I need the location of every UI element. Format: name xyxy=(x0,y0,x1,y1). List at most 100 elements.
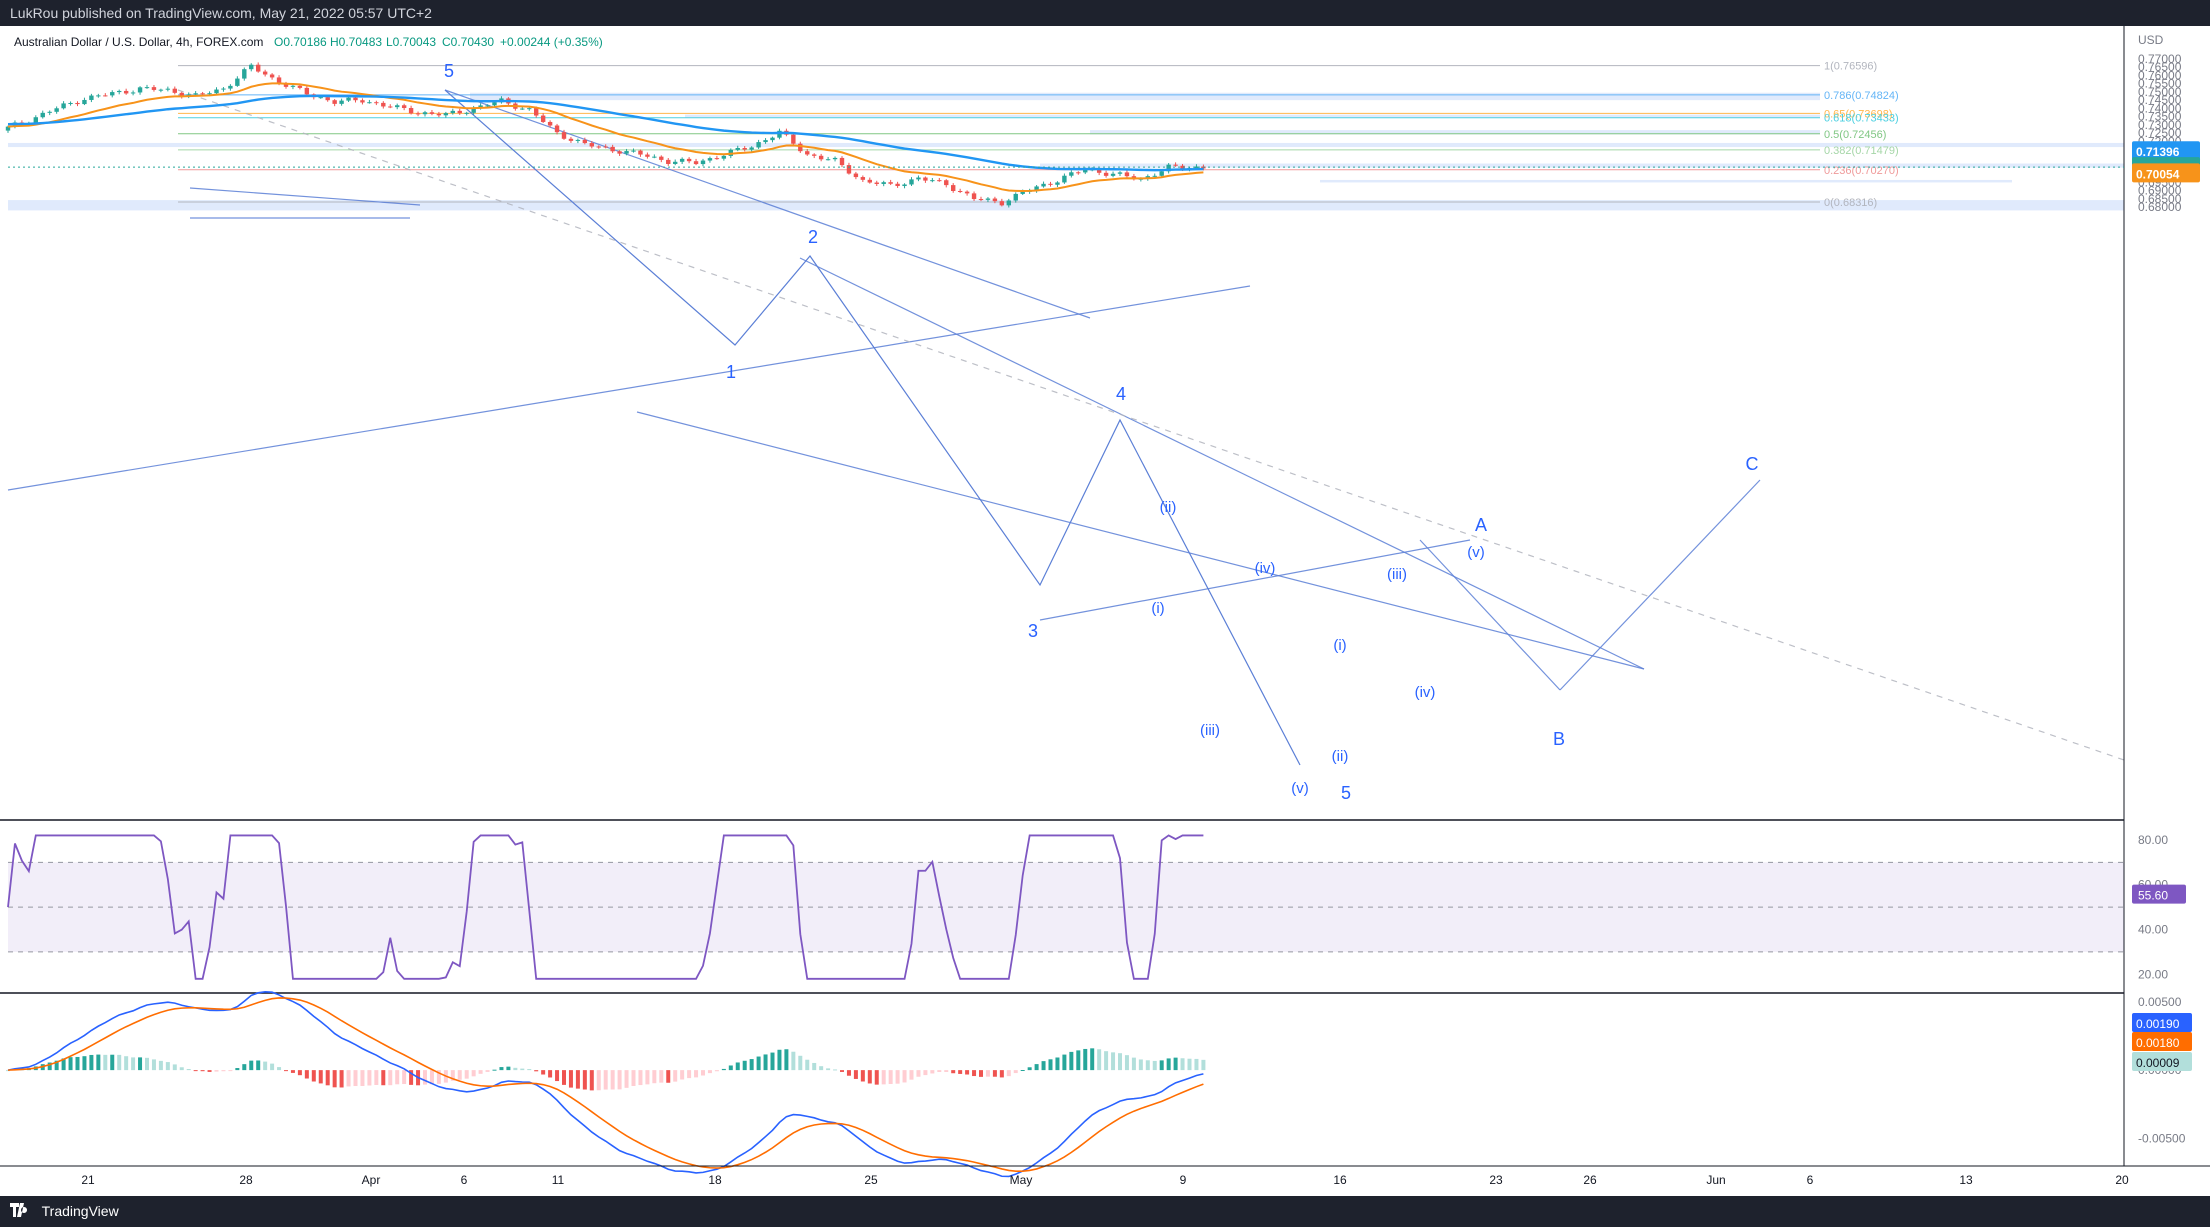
macd-histogram-bar xyxy=(972,1070,977,1077)
macd-histogram-bar xyxy=(82,1056,87,1071)
macd-histogram-bar xyxy=(603,1070,608,1090)
candle-body xyxy=(930,180,935,182)
wave-label: A xyxy=(1475,515,1487,535)
price-tick-label: 0.74000 xyxy=(2138,101,2182,115)
macd-histogram-bar xyxy=(958,1070,963,1074)
macd-histogram-bar xyxy=(1055,1057,1060,1071)
candle-body xyxy=(242,69,247,79)
macd-histogram-bar xyxy=(124,1056,129,1071)
candle-body xyxy=(269,74,275,78)
candle-body xyxy=(249,64,254,70)
macd-histogram-bar xyxy=(249,1060,254,1071)
candle-body xyxy=(1117,172,1123,174)
chart-canvas[interactable]: 1(0.76596)0.786(0.74824)0.65(0.73698)0.6… xyxy=(0,26,2210,1196)
candle-body xyxy=(589,143,594,147)
macd-histogram-bar xyxy=(541,1070,546,1075)
macd-badge-bg xyxy=(2132,1013,2192,1032)
macd-histogram-bar xyxy=(513,1067,518,1071)
candle-body xyxy=(575,139,581,141)
price-scale[interactable]: USD 0.770000.765000.760000.755000.750000… xyxy=(8,26,2200,1166)
macd-histogram-bar xyxy=(117,1054,122,1071)
candle-body xyxy=(770,137,775,141)
trend-line xyxy=(1039,539,1471,621)
ohlc-open: O0.70186 xyxy=(274,35,327,49)
candle-body xyxy=(318,97,323,99)
fib-level-label: 1(0.76596) xyxy=(1824,61,1877,73)
candle-body xyxy=(624,151,629,154)
macd-histogram-bar xyxy=(339,1070,344,1088)
macd-histogram-bar xyxy=(54,1060,59,1071)
macd-histogram-bar xyxy=(562,1070,566,1085)
candle-body xyxy=(888,182,893,184)
candle-body xyxy=(1020,191,1025,194)
macd-histogram-bar xyxy=(687,1070,692,1079)
candle-body xyxy=(332,100,337,104)
candle-body xyxy=(89,95,94,100)
price-zone xyxy=(8,142,2124,148)
candle-body xyxy=(96,95,101,97)
price-tick-label: 0.72500 xyxy=(2138,126,2182,140)
candle-body xyxy=(791,134,796,144)
candle-body xyxy=(103,95,108,97)
macd-histogram-bar xyxy=(1097,1049,1102,1071)
macd-histogram-bar xyxy=(735,1062,740,1071)
candle-body xyxy=(1096,169,1102,173)
candle-body xyxy=(812,154,817,156)
candle-body xyxy=(415,113,421,115)
candle-body xyxy=(436,113,442,116)
candle-body xyxy=(54,108,59,112)
price-tick-label: 0.75000 xyxy=(2138,85,2182,99)
candle-body xyxy=(1076,172,1081,174)
macd-histogram-bar xyxy=(388,1070,393,1086)
macd-histogram-bar xyxy=(214,1070,219,1072)
candle-body xyxy=(304,87,310,95)
macd-histogram-bar xyxy=(471,1070,476,1077)
price-tick-label: 0.69000 xyxy=(2138,184,2182,198)
time-tick-label: May xyxy=(1010,1173,1033,1187)
macd-histogram-bar xyxy=(228,1070,233,1072)
time-scale[interactable]: 21 28 Apr 6 11 18 25 May 9 16 23 26 Jun 6 13 20 xyxy=(0,1165,2210,1187)
macd-histogram-bar xyxy=(429,1070,434,1085)
wave-label: (i) xyxy=(1151,600,1164,617)
macd-histogram-bar xyxy=(1187,1058,1192,1071)
macd-pane[interactable]: 0.005000.00000-0.005000.001900.001800.00… xyxy=(6,991,2192,1178)
candle-body xyxy=(1048,183,1053,185)
candle-body xyxy=(422,112,428,115)
candle-body xyxy=(596,146,601,148)
macd-histogram-bar xyxy=(235,1068,240,1071)
wave-label: (ii) xyxy=(1160,499,1177,516)
candle-body xyxy=(179,92,184,97)
trend-line xyxy=(7,285,1251,491)
macd-histogram-bar xyxy=(436,1070,441,1084)
candle-body xyxy=(339,100,344,104)
candle-body xyxy=(582,139,588,144)
macd-histogram-bar xyxy=(923,1070,928,1076)
macd-histogram-bar xyxy=(916,1070,921,1077)
price-zone xyxy=(8,200,2124,211)
price-pane[interactable]: 1(0.76596) 0.786(0.74824) 0.65(0.73698)0.6… xyxy=(5,35,2125,803)
candle-body xyxy=(742,148,747,150)
fib-level-label: 0.236(0.70270) xyxy=(1824,165,1899,177)
candle-body xyxy=(283,83,289,87)
macd-histogram-bar xyxy=(666,1070,671,1083)
macd-histogram-bar xyxy=(728,1065,733,1071)
macd-histogram-bar xyxy=(582,1070,587,1090)
candle-body xyxy=(450,110,455,114)
candle-body xyxy=(540,115,546,122)
price-tick-label: 0.68500 xyxy=(2138,192,2182,206)
macd-histogram-bar xyxy=(284,1070,288,1072)
time-tick-label: 26 xyxy=(1583,1173,1597,1187)
candle-body xyxy=(214,89,219,94)
candle-body xyxy=(964,191,970,194)
price-tick-label: 0.76000 xyxy=(2138,68,2182,82)
candle-body xyxy=(429,112,435,114)
macd-histogram-bar xyxy=(763,1054,768,1071)
candle-body xyxy=(631,150,636,152)
candle-body xyxy=(471,108,476,113)
candle-body xyxy=(151,87,157,90)
macd-histogram-bar xyxy=(951,1070,956,1074)
fib-level-label: 0.5(0.72456) xyxy=(1824,129,1886,141)
macd-badge-bg xyxy=(2132,1032,2192,1051)
trend-drawings xyxy=(7,89,2125,766)
